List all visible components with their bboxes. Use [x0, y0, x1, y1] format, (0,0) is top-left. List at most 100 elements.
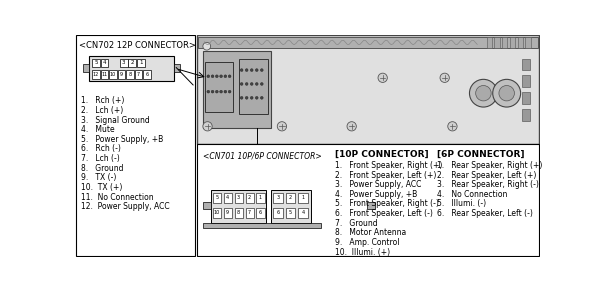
- Text: 9: 9: [120, 72, 123, 77]
- Bar: [213, 192, 221, 203]
- Text: 9.   Amp. Control: 9. Amp. Control: [335, 238, 399, 247]
- Text: 11.  No Connection: 11. No Connection: [81, 192, 154, 201]
- Circle shape: [228, 90, 231, 93]
- Text: 4.   No Connection: 4. No Connection: [437, 190, 508, 199]
- Bar: [239, 59, 268, 114]
- Circle shape: [207, 75, 209, 78]
- Bar: [205, 62, 233, 112]
- Circle shape: [240, 97, 243, 99]
- Text: 1: 1: [139, 60, 143, 65]
- Bar: [298, 208, 308, 218]
- Bar: [92, 70, 100, 79]
- Text: 9.   TX (-): 9. TX (-): [81, 173, 116, 182]
- Text: 10.  Illumi. (+): 10. Illumi. (+): [335, 248, 390, 257]
- Bar: [522, 109, 530, 121]
- Text: 1.   Front Speaker, Right (+): 1. Front Speaker, Right (+): [335, 161, 442, 170]
- Circle shape: [211, 75, 214, 78]
- Bar: [83, 64, 89, 72]
- Text: 4: 4: [103, 60, 106, 65]
- Text: 3.   Rear Speaker, Right (-): 3. Rear Speaker, Right (-): [437, 180, 539, 189]
- Bar: [174, 64, 181, 72]
- Circle shape: [220, 90, 223, 93]
- Circle shape: [245, 83, 248, 85]
- Text: 10.  TX (+): 10. TX (+): [81, 183, 122, 192]
- Bar: [137, 59, 145, 67]
- Circle shape: [469, 79, 497, 107]
- Bar: [143, 70, 151, 79]
- Bar: [274, 192, 283, 203]
- Bar: [245, 192, 254, 203]
- Text: <CN701 10P/6P CONNECTOR>: <CN701 10P/6P CONNECTOR>: [203, 152, 322, 161]
- Bar: [510, 37, 515, 48]
- Text: 6: 6: [259, 210, 262, 215]
- Bar: [126, 70, 134, 79]
- Text: [10P CONNECTOR]: [10P CONNECTOR]: [335, 150, 428, 159]
- Bar: [211, 190, 266, 223]
- Text: 1: 1: [301, 195, 304, 200]
- Text: 3: 3: [122, 60, 125, 65]
- Circle shape: [240, 69, 243, 71]
- Text: <CN702 12P CONNECTOR>: <CN702 12P CONNECTOR>: [79, 41, 196, 50]
- Bar: [487, 37, 492, 48]
- Text: 5: 5: [215, 195, 218, 200]
- Text: 8: 8: [128, 72, 131, 77]
- Circle shape: [245, 69, 248, 71]
- Circle shape: [203, 42, 211, 50]
- Text: 10: 10: [110, 72, 116, 77]
- Text: 7.   Ground: 7. Ground: [335, 219, 377, 228]
- Bar: [298, 192, 308, 203]
- Circle shape: [250, 97, 253, 99]
- Text: 3.   Signal Ground: 3. Signal Ground: [81, 116, 150, 125]
- Circle shape: [476, 86, 491, 101]
- Bar: [525, 37, 531, 48]
- Bar: [109, 70, 117, 79]
- Text: 12: 12: [93, 72, 99, 77]
- Text: 2.   Lch (+): 2. Lch (+): [81, 106, 124, 115]
- Bar: [134, 70, 142, 79]
- Circle shape: [260, 69, 263, 71]
- Text: 2: 2: [289, 195, 292, 200]
- Circle shape: [220, 75, 223, 78]
- Circle shape: [493, 79, 521, 107]
- Bar: [128, 59, 136, 67]
- Text: 7: 7: [248, 210, 251, 215]
- Text: 10: 10: [214, 210, 220, 215]
- Bar: [286, 192, 295, 203]
- Text: 3: 3: [237, 195, 240, 200]
- Text: [6P CONNECTOR]: [6P CONNECTOR]: [437, 150, 524, 159]
- Circle shape: [250, 83, 253, 85]
- Text: 5: 5: [289, 210, 292, 215]
- Circle shape: [228, 75, 231, 78]
- Circle shape: [245, 97, 248, 99]
- Text: 6.   Rch (-): 6. Rch (-): [81, 144, 121, 153]
- Circle shape: [440, 73, 449, 82]
- Bar: [224, 192, 232, 203]
- Bar: [256, 192, 265, 203]
- Circle shape: [256, 69, 258, 71]
- Bar: [118, 70, 125, 79]
- Text: 6: 6: [146, 72, 149, 77]
- Text: 2.   Front Speaker, Left (+): 2. Front Speaker, Left (+): [335, 171, 436, 179]
- Text: 7.   Lch (-): 7. Lch (-): [81, 154, 120, 163]
- Text: 4.   Power Supply, +B: 4. Power Supply, +B: [335, 190, 417, 199]
- Text: 8: 8: [237, 210, 240, 215]
- Circle shape: [260, 97, 263, 99]
- Bar: [203, 202, 211, 210]
- Bar: [76, 36, 195, 256]
- Text: 2: 2: [248, 195, 251, 200]
- Bar: [203, 223, 320, 228]
- Text: 5.   Illumi. (-): 5. Illumi. (-): [437, 199, 486, 208]
- Text: 12.  Power Supply, ACC: 12. Power Supply, ACC: [81, 202, 170, 211]
- Text: 1.   Rch (+): 1. Rch (+): [81, 96, 125, 105]
- Bar: [256, 208, 265, 218]
- Text: 2: 2: [131, 60, 134, 65]
- Text: 8.   Motor Antenna: 8. Motor Antenna: [335, 228, 406, 237]
- Bar: [502, 37, 508, 48]
- Text: 5.   Power Supply, +B: 5. Power Supply, +B: [81, 135, 163, 144]
- Circle shape: [215, 75, 218, 78]
- Bar: [101, 59, 109, 67]
- Text: 1: 1: [259, 195, 262, 200]
- Text: 4: 4: [226, 195, 229, 200]
- Text: 6.   Front Speaker, Left (-): 6. Front Speaker, Left (-): [335, 209, 433, 218]
- Text: 3.   Power Supply, ACC: 3. Power Supply, ACC: [335, 180, 421, 189]
